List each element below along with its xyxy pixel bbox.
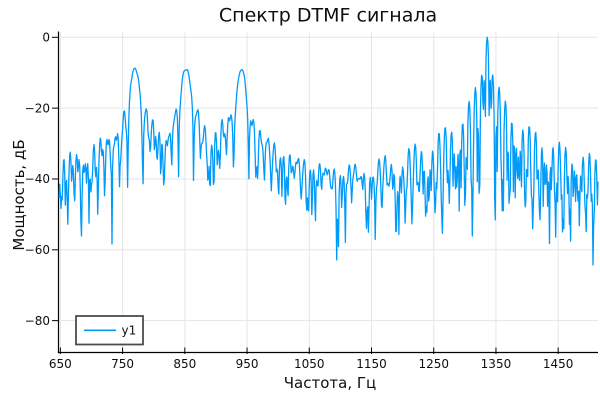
- y-tick-label: −40: [25, 172, 50, 186]
- series-line-y1: [58, 36, 599, 266]
- chart-title: Спектр DTMF сигнала: [219, 5, 437, 27]
- y-tick-label: −80: [25, 314, 50, 328]
- y-axis-label: Мощность, дБ: [10, 139, 28, 250]
- x-tick-label: 850: [173, 357, 196, 371]
- y-tick-label: 0: [42, 31, 50, 45]
- x-tick-label: 1350: [481, 357, 512, 371]
- legend-label: y1: [122, 324, 137, 338]
- x-tick-label: 1050: [294, 357, 325, 371]
- x-tick-label: 650: [49, 357, 72, 371]
- x-tick-label: 1450: [543, 357, 574, 371]
- x-tick-label: 950: [236, 357, 259, 371]
- x-tick-label: 1250: [418, 357, 449, 371]
- grid-lines: [58, 32, 598, 353]
- x-tick-label: 1150: [356, 357, 387, 371]
- y-tick-label: −20: [25, 101, 50, 115]
- legend: y1: [75, 315, 144, 346]
- y-tick-label: −60: [25, 243, 50, 257]
- y-ticks: 0 −20 −40 −60 −80: [25, 31, 59, 328]
- x-tick-label: 750: [111, 357, 134, 371]
- x-ticks: 650 750 850 950 1050 1150 1250 1350 1450: [49, 347, 574, 371]
- x-axis-label: Частота, Гц: [284, 374, 376, 392]
